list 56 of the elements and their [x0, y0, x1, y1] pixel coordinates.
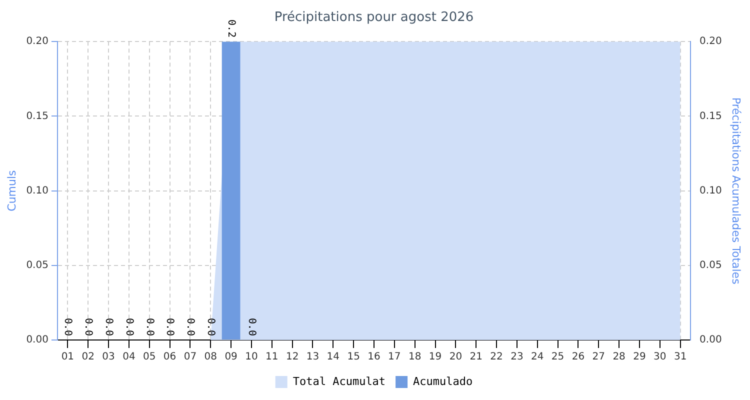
x-tick-label: 28: [612, 352, 626, 363]
y-tick-label: 0.05: [26, 260, 48, 271]
x-tick-label: 12: [286, 352, 299, 363]
data-label: 0.0: [82, 318, 94, 336]
x-tick-label: 10: [245, 352, 258, 363]
x-tick-label: 18: [408, 352, 422, 363]
data-label: 0.2: [225, 20, 236, 38]
y2-tick-label: 0.15: [700, 110, 722, 122]
x-tick-label: 07: [184, 352, 197, 363]
chart-title: Précipitations pour agost 2026: [274, 10, 474, 26]
x-tick-label: 30: [654, 352, 666, 363]
x-tick-label: 02: [82, 352, 94, 363]
data-label: 0.0: [102, 318, 114, 336]
y-axis-title: Cumuls: [5, 170, 18, 212]
data-label: 0.0: [184, 318, 196, 336]
x-tick-label: 05: [142, 352, 156, 363]
data-label: 0.0: [62, 318, 74, 336]
x-tick-label: 14: [326, 352, 340, 363]
x-tick-label: 29: [633, 352, 646, 363]
legend-label: Total Acumulat: [292, 374, 386, 388]
y2-tick-label: 0.10: [700, 185, 722, 196]
y2-tick-label: 0.20: [700, 36, 722, 48]
x-tick-label: 21: [470, 352, 482, 363]
y-tick-label: 0.10: [26, 185, 48, 196]
x-tick-label: 24: [531, 352, 544, 363]
x-tick-label: 09: [224, 352, 238, 363]
y2-axis-title: Précipitations Acumulades Totales: [730, 97, 743, 285]
data-label: 0.0: [164, 318, 176, 336]
data-label: 0.0: [144, 318, 155, 336]
x-tick-label: 27: [592, 352, 606, 363]
x-tick-label: 15: [347, 352, 360, 363]
x-tick-label: 25: [551, 352, 564, 363]
y2-tick-label: 0.00: [700, 334, 722, 346]
data-label: 0.0: [205, 318, 216, 336]
y-tick-label: 0.20: [26, 36, 48, 48]
x-tick-label: 04: [122, 352, 136, 363]
x-tick-label: 20: [449, 352, 462, 363]
x-tick-label: 06: [163, 352, 176, 363]
x-tick-label: 16: [368, 352, 380, 363]
x-tick-label: 03: [102, 352, 115, 363]
x-tick-label: 13: [306, 352, 320, 363]
data-label: 0.0: [246, 318, 257, 336]
x-tick-label: 11: [266, 352, 278, 363]
y2-tick-label: 0.05: [700, 260, 722, 271]
x-tick-label: 19: [428, 352, 442, 363]
y-tick-label: 0.15: [26, 110, 48, 122]
x-tick-label: 17: [388, 352, 401, 363]
legend-label: Acumulado: [413, 374, 473, 388]
x-tick-label: 26: [572, 352, 585, 363]
x-tick-label: 31: [674, 352, 687, 363]
x-tick-label: 22: [490, 352, 503, 363]
x-tick-label: 23: [510, 352, 524, 363]
data-label: 0.0: [123, 318, 134, 336]
x-tick-label: 08: [204, 352, 217, 363]
y-tick-label: 0.00: [26, 334, 48, 346]
x-tick-label: 01: [61, 352, 74, 363]
